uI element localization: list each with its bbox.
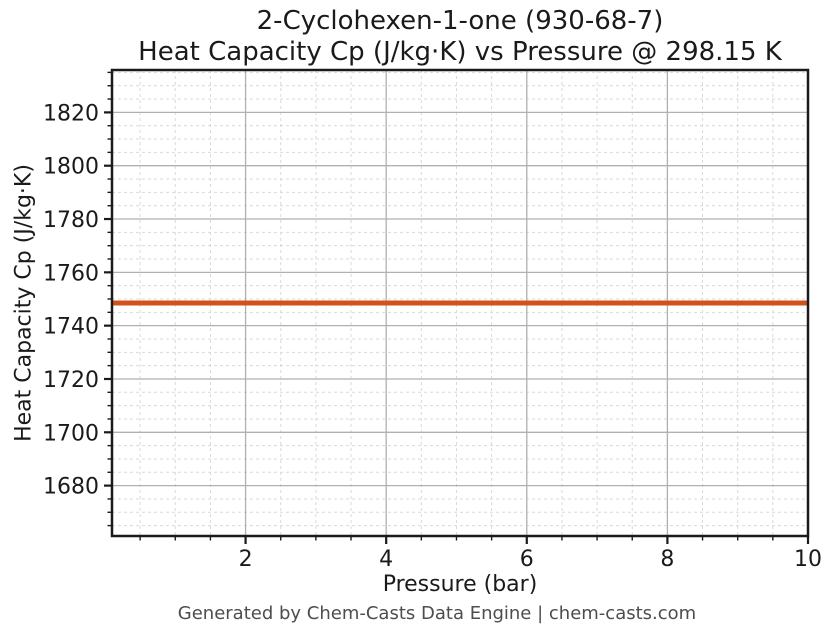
footer-credit: Generated by Chem-Casts Data Engine | ch… bbox=[177, 603, 697, 624]
y-axis-label: Heat Capacity Cp (J/kg·K) bbox=[11, 164, 37, 442]
chart-subtitle: Heat Capacity Cp (J/kg·K) vs Pressure @ … bbox=[138, 37, 782, 68]
y-tick-label: 1700 bbox=[43, 421, 99, 446]
axes-spines bbox=[110, 68, 810, 538]
x-tick-label: 4 bbox=[379, 547, 393, 572]
x-tick-label: 10 bbox=[794, 547, 822, 572]
x-tick-label: 2 bbox=[239, 547, 253, 572]
y-tick-label: 1740 bbox=[43, 315, 99, 340]
y-tick-label: 1780 bbox=[43, 208, 99, 233]
y-tick-label: 1720 bbox=[43, 368, 99, 393]
chart-title-block: 2-Cyclohexen-1-one (930-68-7) Heat Capac… bbox=[112, 6, 808, 68]
y-tick-label: 1680 bbox=[43, 475, 99, 500]
x-tick-label: 8 bbox=[660, 547, 674, 572]
chart-title: 2-Cyclohexen-1-one (930-68-7) bbox=[256, 6, 664, 36]
x-tick-label: 6 bbox=[520, 547, 534, 572]
x-axis-label: Pressure (bar) bbox=[382, 572, 538, 597]
y-tick-label: 1820 bbox=[43, 101, 99, 126]
y-tick-label: 1800 bbox=[43, 155, 99, 180]
y-tick-label: 1760 bbox=[43, 261, 99, 286]
